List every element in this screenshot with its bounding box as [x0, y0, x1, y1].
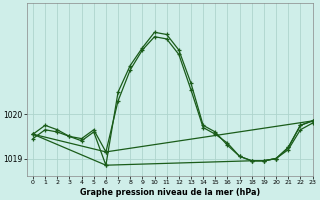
X-axis label: Graphe pression niveau de la mer (hPa): Graphe pression niveau de la mer (hPa) — [80, 188, 260, 197]
